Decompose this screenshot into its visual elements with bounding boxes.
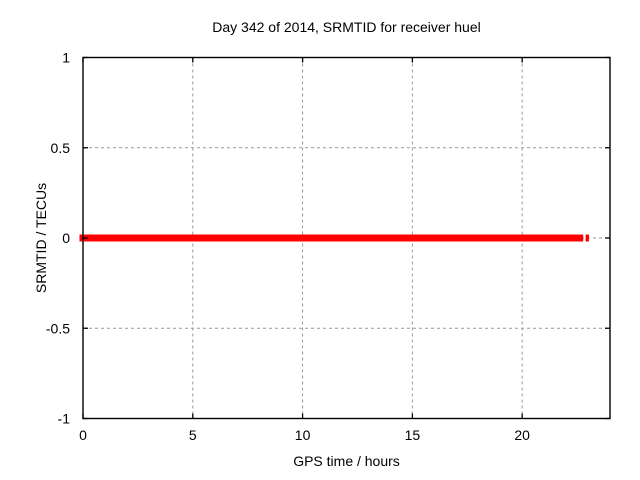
x-tick-label: 10 — [295, 427, 311, 443]
y-tick-label: 1 — [62, 50, 70, 66]
y-tick-label: 0 — [62, 230, 70, 246]
chart-title: Day 342 of 2014, SRMTID for receiver hue… — [212, 19, 481, 35]
x-tick-label: 15 — [405, 427, 421, 443]
x-tick-label: 5 — [189, 427, 197, 443]
y-tick-label: 0.5 — [51, 140, 71, 156]
x-tick-label: 20 — [514, 427, 530, 443]
y-axis-title-text: SRMTID / TECUs — [33, 182, 49, 294]
x-tick-label: 0 — [79, 427, 87, 443]
y-tick-label: -1 — [58, 411, 71, 427]
x-axis-title: GPS time / hours — [293, 453, 400, 469]
y-tick-label: -0.5 — [46, 320, 70, 336]
